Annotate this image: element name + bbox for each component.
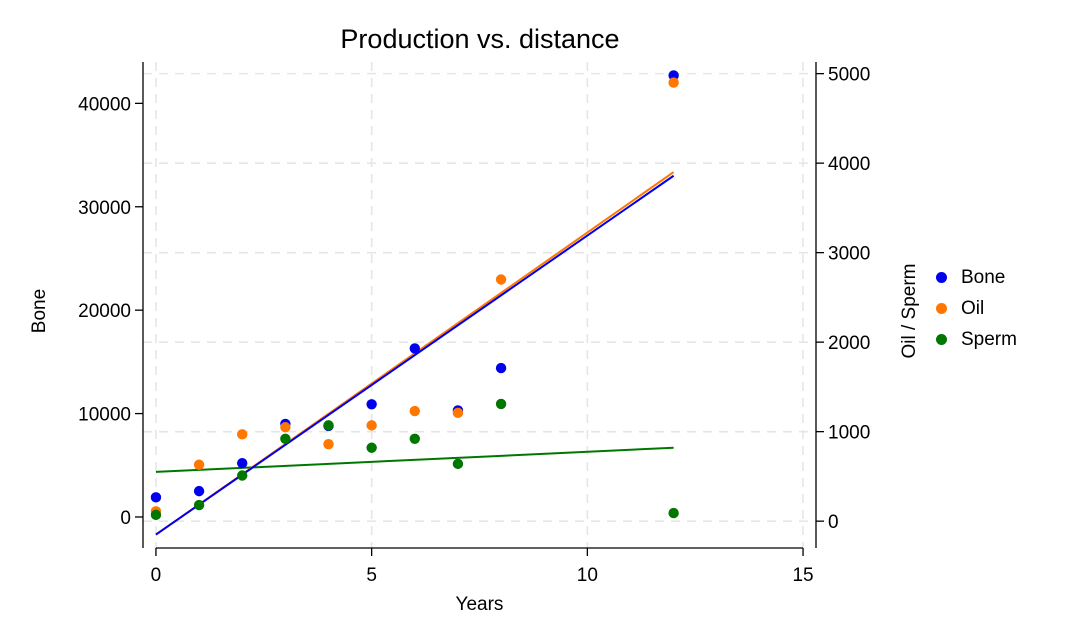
y-tick-label-left: 10000 [78, 405, 131, 426]
x-tick-label: 0 [151, 565, 162, 586]
point-oil [409, 405, 420, 417]
y-tick-label-right: 5000 [828, 65, 870, 86]
y-axis-label-left: Bone [29, 289, 50, 333]
y-tick-label-right: 4000 [828, 154, 870, 175]
point-sperm [280, 433, 291, 445]
point-oil [280, 421, 291, 433]
point-sperm [323, 420, 334, 431]
chart-title: Production vs. distance [340, 24, 620, 54]
point-bone [237, 458, 248, 469]
point-oil [366, 420, 377, 431]
point-sperm [237, 470, 248, 481]
y-tick-label-right: 1000 [828, 423, 870, 444]
y-tick-label-left: 20000 [78, 301, 131, 322]
y-tick-label-right: 0 [828, 512, 839, 533]
y-tick-label-left: 40000 [78, 94, 131, 115]
point-sperm [150, 509, 162, 521]
point-bone [193, 485, 205, 497]
legend-marker [936, 272, 947, 283]
legend-label: Bone [961, 266, 1006, 288]
point-sperm [409, 433, 420, 445]
point-sperm [366, 442, 377, 453]
point-sperm [452, 458, 464, 470]
legend-label: Oil [961, 297, 985, 319]
point-sperm [193, 499, 205, 511]
point-oil [452, 407, 464, 419]
point-oil [323, 438, 334, 450]
y-tick-label-right: 3000 [828, 244, 870, 265]
point-bone [495, 362, 507, 374]
y-axis-label-right: Oil / Sperm [899, 263, 920, 358]
point-oil [668, 77, 679, 88]
legend-marker [936, 334, 947, 345]
point-bone [150, 492, 162, 503]
legend-item-oil: Oil [936, 293, 1017, 324]
x-tick-label: 5 [366, 565, 377, 586]
point-bone [366, 399, 377, 410]
x-axis-label: Years [456, 594, 504, 615]
x-tick-label: 15 [792, 565, 813, 586]
point-oil [495, 274, 507, 285]
y-tick-label-left: 0 [120, 508, 131, 529]
legend-item-bone: Bone [936, 262, 1017, 293]
point-oil [193, 459, 205, 470]
point-sperm [668, 507, 679, 519]
point-bone [668, 70, 679, 81]
y-tick-label-left: 30000 [78, 198, 131, 219]
x-tick-label: 10 [577, 565, 598, 586]
y-tick-label-right: 2000 [828, 333, 870, 354]
legend-item-sperm: Sperm [936, 324, 1017, 355]
fit-line-bone [155, 174, 675, 536]
legend: Bone Oil Sperm [936, 262, 1017, 355]
legend-label: Sperm [961, 328, 1017, 350]
point-oil [237, 429, 248, 440]
point-bone [409, 343, 420, 354]
point-sperm [495, 398, 507, 410]
legend-marker [936, 303, 947, 314]
fit-line-sperm [155, 446, 674, 473]
